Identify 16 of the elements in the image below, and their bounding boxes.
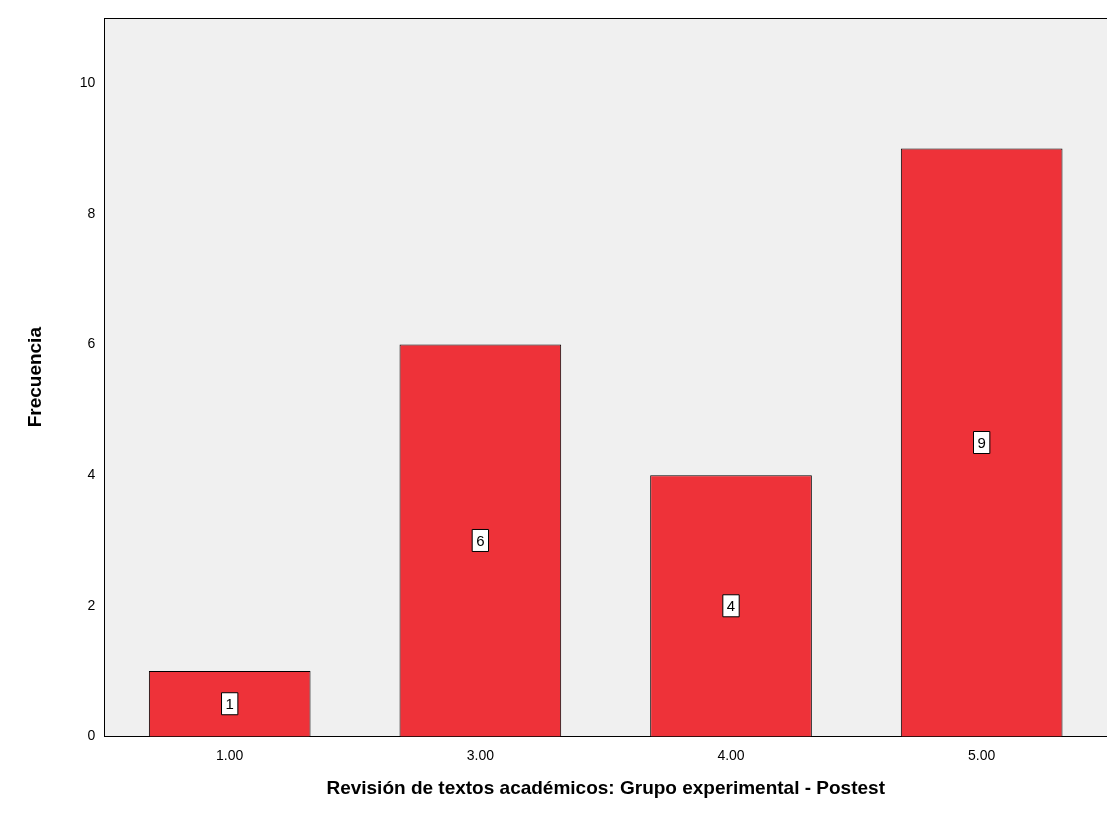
data-label: 1 (225, 694, 234, 712)
y-tick-label: 6 (87, 335, 96, 352)
x-tick-label: 3.00 (466, 746, 495, 763)
data-label: 4 (726, 596, 736, 614)
x-axis-title: Revisión de textos académicos: Grupo experimental - Postest (326, 776, 886, 798)
data-label: 9 (977, 433, 986, 451)
y-tick-label: 10 (79, 74, 96, 91)
y-tick-label: 4 (87, 466, 96, 483)
x-tick-label: 4.00 (717, 746, 745, 763)
y-axis-title: Frecuencia (23, 326, 45, 428)
y-tick-label: 8 (87, 204, 96, 221)
data-label: 6 (476, 531, 485, 549)
y-tick-label: 2 (87, 596, 96, 613)
x-tick-label: 1.00 (216, 746, 244, 763)
x-tick-label: 5.00 (968, 746, 996, 763)
y-tick-label: 0 (87, 727, 96, 744)
